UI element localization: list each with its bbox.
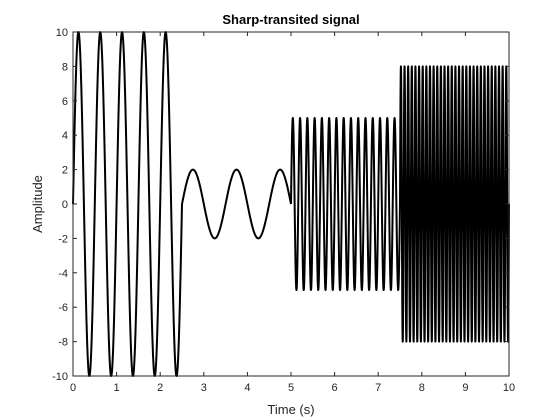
signal-segment-2	[181, 168, 292, 240]
y-tick-label: 2	[62, 165, 68, 177]
signal-segment-3	[290, 117, 401, 291]
chart-title: Sharp-transited signal	[222, 12, 359, 27]
x-tick-label: 2	[157, 382, 163, 394]
x-tick-label: 4	[244, 382, 250, 394]
x-axis-label: Time (s)	[267, 402, 314, 417]
y-tick-label: 10	[56, 27, 68, 39]
y-tick-label: 8	[62, 61, 68, 73]
x-tick-label: 0	[70, 382, 76, 394]
y-tick-label: -2	[58, 233, 68, 245]
x-tick-label: 3	[201, 382, 207, 394]
y-tick-label: -6	[58, 302, 68, 314]
y-tick-label: 6	[62, 96, 68, 108]
y-axis-label: Amplitude	[30, 175, 45, 233]
x-tick-label: 7	[375, 382, 381, 394]
signal-series	[72, 31, 510, 377]
y-tick-label: 4	[62, 130, 68, 142]
y-axis: -10 -8 -6 -4 -2 0 2 4 6 8 10	[52, 27, 509, 383]
x-tick-label: 5	[288, 382, 294, 394]
x-tick-label: 1	[114, 382, 120, 394]
x-tick-label: 9	[462, 382, 468, 394]
x-tick-label: 8	[419, 382, 425, 394]
x-tick-label: 10	[503, 382, 515, 394]
y-tick-label: 0	[62, 199, 68, 211]
x-tick-label: 6	[332, 382, 338, 394]
y-tick-label: -4	[58, 268, 68, 280]
y-tick-label: -8	[58, 337, 68, 349]
signal-segment-1	[72, 31, 183, 377]
y-tick-label: -10	[52, 371, 68, 383]
signal-segment-4	[399, 65, 510, 343]
x-axis: 0 1 2 3 4 5 6 7 8 9 10	[70, 32, 515, 394]
